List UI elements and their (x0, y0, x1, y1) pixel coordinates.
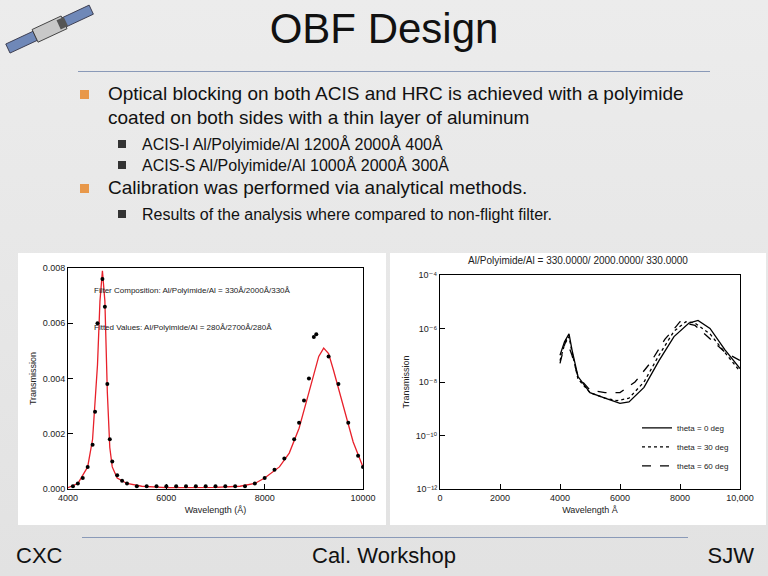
svg-text:8000: 8000 (255, 493, 275, 503)
html-text:Results of the analysis where: Results of the analysis where compared t… (142, 206, 552, 223)
svg-text:0.004: 0.004 (43, 374, 66, 384)
svg-text:theta = 60 deg: theta = 60 deg (677, 462, 728, 471)
svg-text:0: 0 (437, 493, 442, 503)
svg-text:10⁻⁴: 10⁻⁴ (419, 270, 438, 280)
svg-text:theta = 30 deg: theta = 30 deg (677, 443, 728, 452)
svg-text:Fitted Values: Al/Polyimide/Al: Fitted Values: Al/Polyimide/Al = 280Å/27… (94, 323, 272, 332)
svg-text:10⁻¹²: 10⁻¹² (416, 484, 437, 494)
svg-text:Wavelength Å: Wavelength Å (562, 505, 618, 515)
svg-text:4000: 4000 (550, 493, 570, 503)
html-text:Cal. Workshop: Cal. Workshop (312, 543, 456, 568)
svg-text:Transmission: Transmission (401, 355, 411, 408)
svg-text:0.000: 0.000 (43, 484, 66, 494)
html-text:OBF Design: OBF Design (269, 5, 499, 52)
svg-text:0.008: 0.008 (43, 263, 66, 273)
svg-text:2000: 2000 (490, 493, 510, 503)
html-text:Optical blocking on both ACIS: Optical blocking on both ACIS and HRC is… (108, 83, 684, 128)
html-text:ACIS-I Al/Polyimide/Al 1200Å 2: ACIS-I Al/Polyimide/Al 1200Å 2000Å 400Å (142, 136, 443, 153)
svg-text:Al/Polyimide/Al = 330.0000/ 20: Al/Polyimide/Al = 330.0000/ 2000.0000/ 3… (468, 255, 688, 266)
svg-text:10⁻¹⁰: 10⁻¹⁰ (416, 431, 438, 441)
html-text:CXC: CXC (16, 543, 63, 568)
svg-text:0.006: 0.006 (43, 318, 66, 328)
svg-text:10⁻⁸: 10⁻⁸ (419, 377, 438, 387)
svg-text:0.002: 0.002 (43, 429, 66, 439)
svg-text:10⁻⁶: 10⁻⁶ (419, 324, 438, 334)
svg-text:theta = 0 deg: theta = 0 deg (677, 424, 724, 433)
svg-text:10,000: 10,000 (726, 493, 754, 503)
svg-text:Transmission: Transmission (28, 352, 38, 405)
html-text:SJW: SJW (707, 543, 754, 568)
svg-text:10000: 10000 (350, 493, 375, 503)
svg-text:6000: 6000 (156, 493, 176, 503)
svg-text:Filter Composition: Al/Polyimi: Filter Composition: Al/Polyimide/Al = 33… (94, 286, 291, 295)
svg-text:Wavelength (Å): Wavelength (Å) (185, 505, 247, 515)
svg-text:8000: 8000 (670, 493, 690, 503)
svg-text:4000: 4000 (58, 493, 78, 503)
html-text:ACIS-S Al/Polyimide/Al 1000Å 2: ACIS-S Al/Polyimide/Al 1000Å 2000Å 300Å (142, 157, 449, 174)
html-text:Calibration was performed via: Calibration was performed via analytical… (108, 177, 528, 198)
svg-text:6000: 6000 (610, 493, 630, 503)
